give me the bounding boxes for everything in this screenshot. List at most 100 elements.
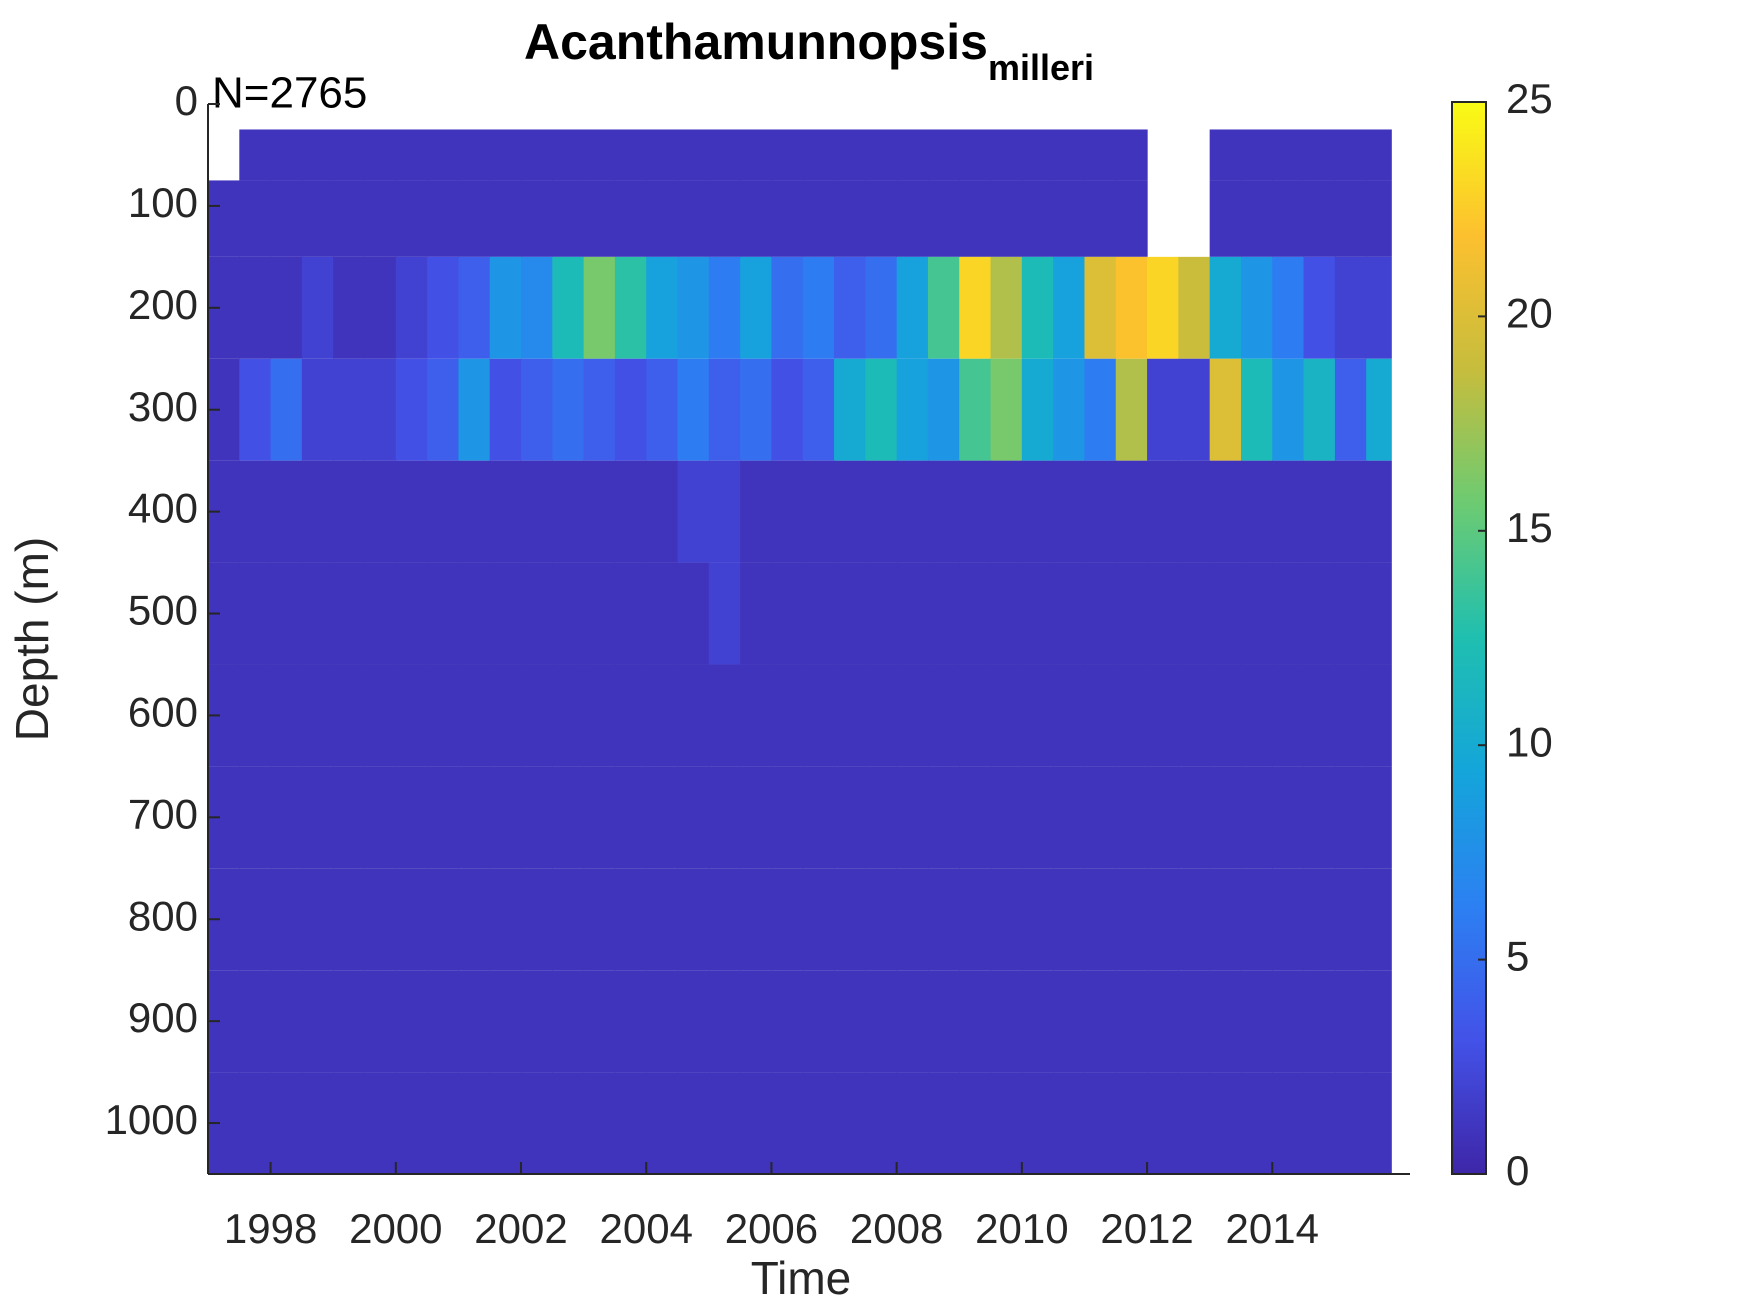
heatmap-cell [1303, 970, 1336, 1073]
heatmap-cell [771, 562, 804, 665]
heatmap-cell [1209, 460, 1242, 563]
heatmap-cell [458, 256, 491, 359]
heatmap-cell [270, 868, 303, 971]
heatmap-cell [959, 868, 992, 971]
heatmap-cell [1366, 180, 1392, 257]
heatmap-cell [1303, 562, 1336, 665]
heatmap-cell [990, 970, 1023, 1073]
x-axis-label: Time [751, 1252, 852, 1304]
heatmap-cell [1303, 256, 1336, 359]
heatmap-cell [1178, 664, 1211, 767]
heatmap-cell [1240, 1072, 1273, 1174]
heatmap-cell [521, 664, 553, 767]
heatmap-cell [708, 256, 741, 359]
heatmap-cell [489, 256, 522, 359]
heatmap-cell [771, 1072, 804, 1174]
heatmap-cell [614, 256, 647, 359]
heatmap-cell [959, 129, 992, 181]
heatmap-cell [301, 1072, 334, 1174]
heatmap-cell [458, 562, 491, 665]
heatmap-cell [1147, 562, 1179, 665]
heatmap-cell [677, 180, 710, 257]
x-tick-label: 2010 [975, 1205, 1068, 1252]
heatmap-cell [959, 358, 992, 461]
heatmap-cell [1334, 766, 1367, 869]
heatmap-cell [333, 868, 366, 971]
heatmap-cell [1053, 460, 1086, 563]
heatmap-cell [1366, 664, 1392, 767]
heatmap-cell [364, 970, 397, 1073]
heatmap-cell [1021, 256, 1054, 359]
heatmap-cell [208, 180, 240, 257]
heatmap-cell [959, 562, 992, 665]
heatmap-cell [1115, 256, 1148, 359]
heatmap-cell [865, 970, 898, 1073]
heatmap-cell [927, 256, 960, 359]
heatmap-cell [1115, 1072, 1148, 1174]
x-tick-label: 2008 [850, 1205, 943, 1252]
heatmap-cell [896, 766, 929, 869]
heatmap-cell [646, 129, 679, 181]
heatmap-cell [771, 868, 804, 971]
heatmap-cell [802, 970, 835, 1073]
heatmap-cell [1272, 664, 1305, 767]
colorbar-tick-label: 25 [1506, 75, 1553, 122]
heatmap-cell [333, 460, 366, 563]
heatmap-cell [1272, 129, 1305, 181]
heatmap-cell [959, 766, 992, 869]
heatmap-cell [301, 766, 334, 869]
y-tick-label: 700 [128, 790, 198, 837]
heatmap-cell [708, 358, 741, 461]
heatmap-cell [708, 664, 741, 767]
heatmap-cell [1240, 460, 1273, 563]
heatmap-cell [1053, 562, 1086, 665]
heatmap-cell [489, 1072, 522, 1174]
heatmap-cell [614, 358, 647, 461]
heatmap-cell [1366, 970, 1392, 1073]
heatmap-cell [583, 1072, 616, 1174]
heatmap-cell [552, 460, 585, 563]
heatmap-cell [1084, 129, 1117, 181]
x-tick-label: 2012 [1100, 1205, 1193, 1252]
heatmap-cell [646, 664, 679, 767]
heatmap-cell [521, 129, 553, 181]
heatmap-cell [771, 358, 804, 461]
heatmap-cell [1240, 868, 1273, 971]
heatmap-cell [1178, 868, 1211, 971]
heatmap-cell [427, 766, 460, 869]
heatmap-cell [865, 664, 898, 767]
annotation: N=2765 [212, 69, 367, 118]
heatmap-cell [364, 460, 397, 563]
heatmap-cell [1084, 358, 1117, 461]
heatmap-cell [301, 358, 334, 461]
heatmap-cell [834, 1072, 866, 1174]
heatmap-cell [834, 180, 866, 257]
heatmap-cell [990, 562, 1023, 665]
heatmap-cell [301, 256, 334, 359]
heatmap-cell [1147, 256, 1179, 359]
heatmap-cell [489, 766, 522, 869]
heatmap-cell [834, 460, 866, 563]
colorbar-tick-label: 20 [1506, 289, 1553, 336]
heatmap-cell [646, 180, 679, 257]
heatmap-cell [489, 562, 522, 665]
heatmap-cell [1240, 180, 1273, 257]
heatmap-cell [395, 1072, 428, 1174]
heatmap-cell [1366, 129, 1392, 181]
heatmap-cell [990, 664, 1023, 767]
heatmap-cell [458, 460, 491, 563]
heatmap-cell [1178, 562, 1211, 665]
heatmap-cell [1272, 766, 1305, 869]
heatmap-cell [583, 358, 616, 461]
heatmap-cell [552, 129, 585, 181]
heatmap-cell [1334, 664, 1367, 767]
heatmap-cell [834, 358, 866, 461]
heatmap-cell [458, 664, 491, 767]
heatmap-cell [896, 180, 929, 257]
heatmap-cell [1084, 970, 1117, 1073]
heatmap-cell [1209, 766, 1242, 869]
heatmap-cell [521, 1072, 553, 1174]
heatmap-cell [395, 562, 428, 665]
heatmap-cell [239, 358, 272, 461]
heatmap-cell [364, 1072, 397, 1174]
